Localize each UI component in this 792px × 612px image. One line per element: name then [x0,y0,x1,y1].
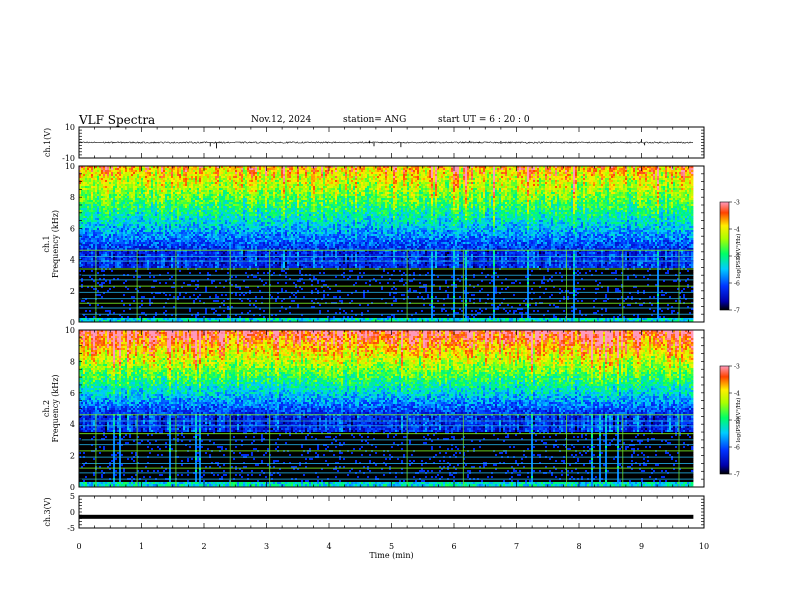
colorbar [720,366,729,474]
colorbar-tick-label: -7 [734,308,740,315]
ch1-spectrogram-ytick-label: 4 [70,256,75,265]
ch3-wave-ytick-label: 5 [70,492,75,501]
ch2-spectrogram-ytick-label: 6 [70,389,75,398]
x-tick-label: 3 [264,542,269,551]
ch2-spectrogram-ylabel: ch.2 [42,400,51,417]
ch2-spectrogram-ytick-label: 4 [70,420,75,429]
ch1-spectrogram-ytick-label: 2 [70,287,75,296]
ch1-trace [79,142,693,143]
ch3-wave-ytick-label: 0 [70,508,75,517]
x-tick-label: 6 [451,542,456,551]
colorbar-tick-label: -3 [734,364,740,371]
ch1-wave-ylabel: ch.1(V) [43,128,52,157]
colorbar-label: log(PSD)(V²/Hz) [735,398,742,443]
x-tick-label: 5 [389,542,394,551]
ch3-trace [79,515,693,519]
ch2-frequency-ylabel: Frequency (kHz) [51,374,60,442]
ch2-spectrogram-ytick-label: 2 [70,452,75,461]
ch1-spectrogram-ylabel: ch.1 [42,235,51,252]
ch1-spectrogram-ytick-label: 6 [70,224,75,233]
ch1-frequency-ylabel: Frequency (kHz) [51,210,60,278]
ch2-spectrogram-ytick-label: 10 [65,326,75,335]
x-tick-label: 0 [76,542,81,551]
x-tick-label: 4 [326,542,331,551]
ch1-spectrogram-ytick-label: 10 [65,162,75,171]
ch1-wave-panel [79,139,693,148]
x-tick-label: 8 [576,542,581,551]
x-tick-label: 10 [699,542,709,551]
colorbar-tick-label: -4 [734,391,740,398]
colorbar-tick-label: -6 [734,281,740,288]
ch2-spectrogram-ytick-label: 0 [70,483,75,492]
x-tick-label: 7 [514,542,519,551]
colorbar-label: log(PSD)(V²/Hz) [735,234,742,279]
colorbar-tick-label: -4 [734,227,740,234]
x-tick-label: 9 [639,542,644,551]
ch3-wave-panel [79,515,693,519]
ch1-wave-ytick-label: 10 [65,123,75,132]
colorbar [720,202,729,310]
ch1-spectrogram-ytick-label: 8 [70,193,75,202]
colorbar-tick-label: -7 [734,472,740,479]
x-tick-label: 2 [201,542,206,551]
ch3-wave-ylabel: ch.3(V) [43,497,52,526]
x-axis-label: Time (min) [369,551,413,560]
x-tick-label: 1 [139,542,144,551]
colorbar-tick-label: -3 [734,200,740,207]
ch2-spectrogram-ytick-label: 8 [70,357,75,366]
ch3-wave-ytick-label: -5 [67,524,75,533]
colorbar-tick-label: -6 [734,445,740,452]
